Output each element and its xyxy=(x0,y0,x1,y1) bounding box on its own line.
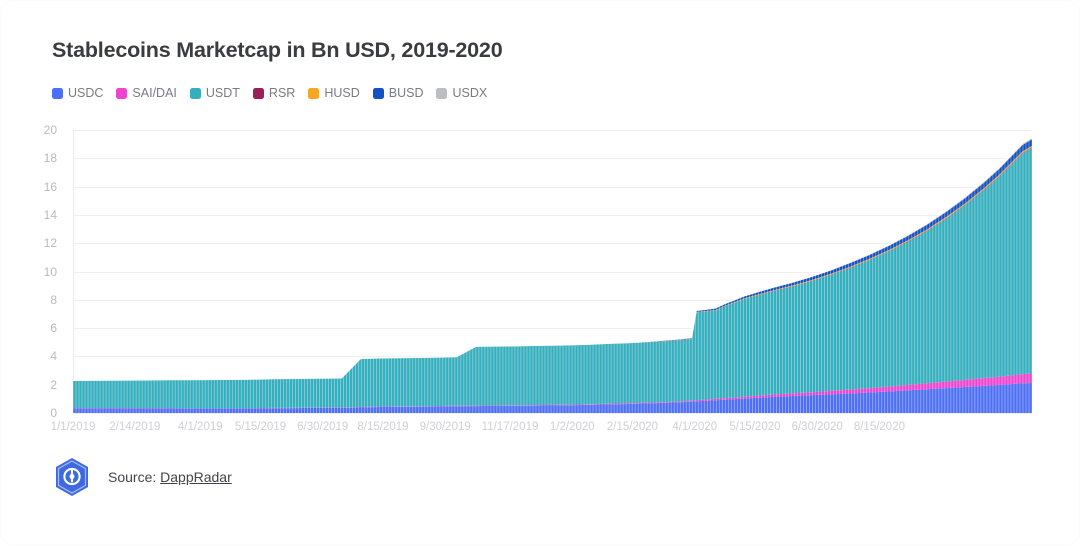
legend-item-usdt[interactable]: USDT xyxy=(189,86,240,100)
legend-swatch-icon xyxy=(52,87,63,99)
legend-swatch-icon xyxy=(116,87,128,99)
x-axis-tick-label: 6/30/2020 xyxy=(791,421,843,433)
area-band-sai-dai xyxy=(73,373,1032,409)
legend-label: USDX xyxy=(452,86,488,100)
x-axis-tick-label: 6/30/2019 xyxy=(297,421,349,433)
source-prefix: Source: xyxy=(108,469,161,485)
x-axis-tick-label: 1/2/2020 xyxy=(549,421,595,433)
stacked-area-chart xyxy=(73,137,1032,413)
dappradar-hexagon-icon xyxy=(52,455,92,499)
x-axis-tick-label: 8/15/2020 xyxy=(853,421,906,433)
legend-item-sai-dai[interactable]: SAI/DAI xyxy=(116,86,177,100)
x-axis-tick-label: 2/15/2020 xyxy=(606,421,659,433)
y-axis-tick-label: 10 xyxy=(43,264,57,279)
plot-area xyxy=(73,130,1032,414)
x-axis-tick-label: 2/14/2019 xyxy=(109,421,161,433)
y-axis-tick-label: 2 xyxy=(50,377,57,392)
legend-label: BUSD xyxy=(388,86,424,100)
x-axis-tick-label: 4/1/2020 xyxy=(672,421,718,433)
y-axis-tick-label: 0 xyxy=(50,406,57,420)
source-caption: Source: DappRadar xyxy=(108,469,232,485)
gridline xyxy=(73,243,1032,245)
gridline xyxy=(73,158,1032,160)
y-axis-tick-label: 20 xyxy=(43,123,57,137)
x-axis-tick-label: 11/17/2019 xyxy=(481,421,539,433)
legend-label: USDT xyxy=(205,86,240,100)
legend-item-husd[interactable]: HUSD xyxy=(308,86,360,100)
y-axis-tick-label: 12 xyxy=(43,236,57,251)
legend-label: USDC xyxy=(68,86,104,100)
gridline xyxy=(73,214,1032,216)
legend-swatch-icon xyxy=(436,87,448,99)
gridline xyxy=(73,271,1032,273)
y-axis-tick-label: 18 xyxy=(43,151,57,166)
stack-top-outline xyxy=(73,137,1032,382)
page-title: Stablecoins Marketcap in Bn USD, 2019-20… xyxy=(52,38,503,62)
legend-item-rsr[interactable]: RSR xyxy=(252,86,296,100)
legend-label: SAI/DAI xyxy=(132,86,177,100)
x-axis-tick-label: 8/15/2019 xyxy=(357,421,409,433)
legend-item-usdx[interactable]: USDX xyxy=(436,86,487,100)
legend-item-busd[interactable]: BUSD xyxy=(372,86,424,100)
x-axis-tick-label: 1/1/2019 xyxy=(50,421,96,433)
gridline xyxy=(73,186,1032,188)
area-band-usdt xyxy=(73,147,1032,409)
y-axis-tick-label: 4 xyxy=(50,349,57,364)
y-axis-tick-label: 14 xyxy=(43,207,57,222)
legend-swatch-icon xyxy=(308,87,320,99)
chart-legend: USDC SAI/DAI USDT RSR HUSD BUSD USDX xyxy=(52,86,500,100)
source-link[interactable]: DappRadar xyxy=(160,469,232,485)
gridline xyxy=(73,130,1032,131)
x-axis-tick-label: 4/1/2019 xyxy=(177,421,223,433)
y-axis-tick-label: 6 xyxy=(50,321,57,336)
y-axis-tick-label: 16 xyxy=(43,179,57,194)
x-axis-tick-label: 5/15/2020 xyxy=(729,421,781,433)
legend-label: RSR xyxy=(268,86,296,100)
y-axis-labels: 0 2 4 6 8 10 12 14 16 18 20 xyxy=(0,123,73,420)
x-axis-tick-label: 9/30/2019 xyxy=(419,421,471,433)
legend-item-usdc[interactable]: USDC xyxy=(52,86,103,100)
gridline xyxy=(73,328,1032,330)
chart-footer: Source: DappRadar xyxy=(52,455,232,499)
bar-separators xyxy=(73,137,1032,413)
gridline xyxy=(73,413,1032,414)
y-axis-tick-label: 8 xyxy=(50,292,57,307)
legend-swatch-icon xyxy=(189,87,201,99)
area-band-usdc xyxy=(73,383,1032,413)
legend-swatch-icon xyxy=(372,87,384,99)
x-axis-tick-label: 5/15/2019 xyxy=(234,421,287,433)
legend-label: HUSD xyxy=(324,86,360,100)
y-axis-line xyxy=(73,130,74,413)
gridline xyxy=(73,299,1032,301)
x-axis-labels: 1/1/2019 2/14/2019 4/1/2019 5/15/2019 6/30/2… xyxy=(0,421,1080,441)
legend-swatch-icon xyxy=(252,87,264,99)
